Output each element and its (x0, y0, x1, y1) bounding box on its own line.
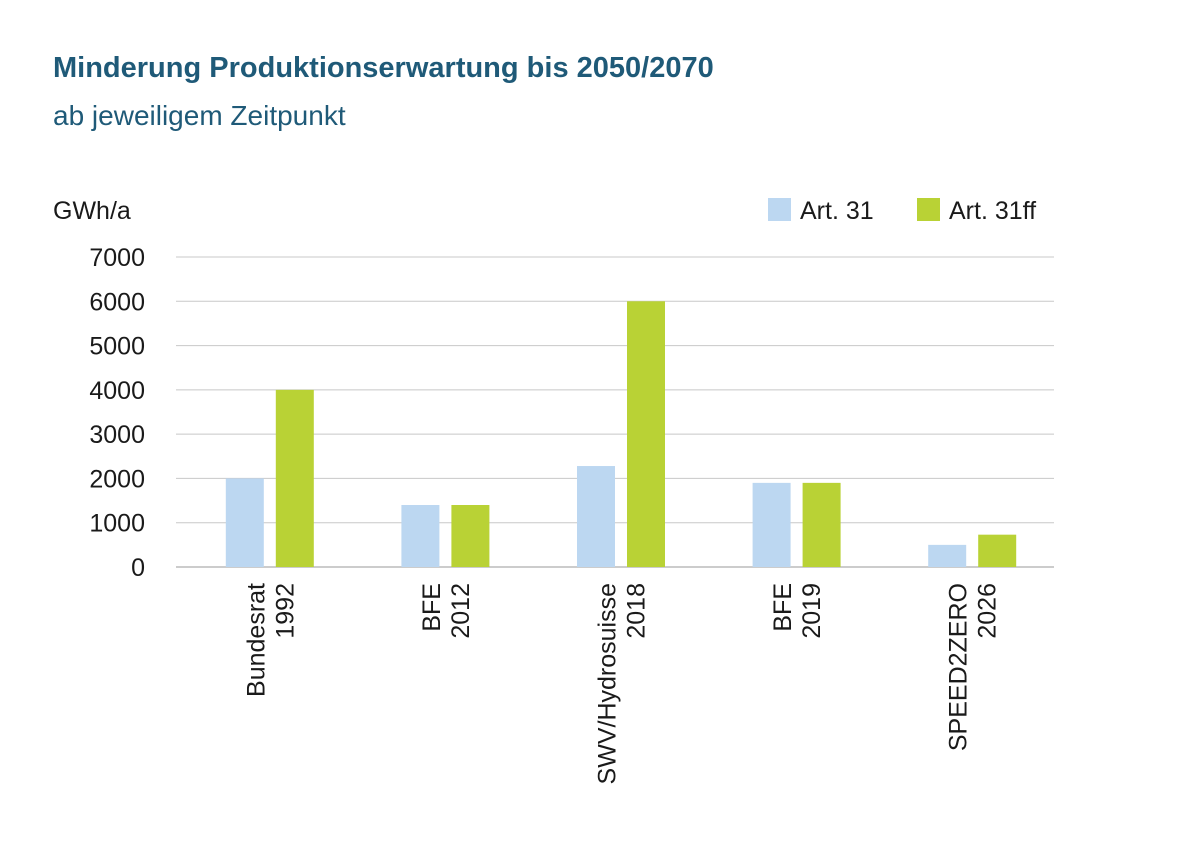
bar-art-31 (225, 478, 264, 567)
x-tick-label: 2018 (623, 583, 651, 639)
bar-art-31 (401, 505, 440, 567)
x-tick-label: 1992 (271, 583, 299, 639)
y-tick-label: 6000 (89, 288, 145, 316)
legend: Art. 31 Art. 31ff (768, 197, 1036, 225)
bar-art-31ff (451, 505, 490, 567)
bar-art-31 (752, 482, 791, 567)
x-tick-label: BFE (418, 583, 446, 632)
bar-art-31ff (275, 389, 314, 567)
legend-label: Art. 31 (800, 197, 874, 225)
x-tick-label: 2012 (447, 583, 475, 639)
y-axis-label: GWh/a (53, 197, 131, 225)
legend-label: Art. 31ff (949, 197, 1036, 225)
bar-art-31 (928, 544, 967, 567)
legend-swatch (768, 198, 791, 221)
x-tick-label: 2026 (974, 583, 1002, 639)
bar-art-31ff (802, 482, 841, 567)
x-tick-label: SWV/Hydrosuisse (594, 583, 622, 784)
y-tick-label: 5000 (89, 333, 145, 361)
y-tick-label: 3000 (89, 421, 145, 449)
y-tick-label: 7000 (89, 244, 145, 272)
bar-art-31ff (978, 534, 1017, 567)
bar-art-31 (577, 466, 615, 567)
x-tick-label: SPEED2ZERO (945, 583, 973, 751)
y-tick-label: 1000 (89, 510, 145, 538)
y-tick-label: 2000 (89, 465, 145, 493)
y-tick-label: 4000 (89, 377, 145, 405)
legend-swatch (917, 198, 940, 221)
x-tick-label: Bundesrat (242, 583, 270, 697)
y-tick-label: 0 (131, 554, 145, 582)
axes: 0 1000 2000 3000 4000 5000 6000 7000 Bundesrat 19… (89, 244, 1001, 784)
x-tick-label: BFE (769, 583, 797, 632)
x-tick-label: 2019 (798, 583, 826, 639)
chart-title: Minderung Produktionserwartung bis 2050/… (53, 52, 714, 84)
chart-subtitle: ab jeweiligem Zeitpunkt (53, 100, 346, 131)
bar-art-31ff (627, 301, 665, 567)
bars (225, 301, 1017, 567)
